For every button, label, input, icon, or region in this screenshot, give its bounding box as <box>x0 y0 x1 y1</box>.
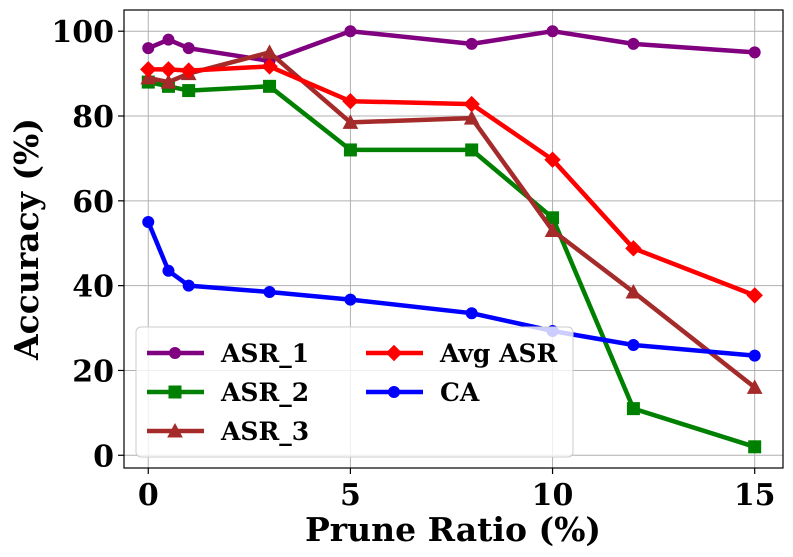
data-point-avg-asr <box>180 62 197 79</box>
legend-marker-asr-1 <box>169 347 181 359</box>
y-axis-label: Accuracy (%) <box>7 118 46 361</box>
x-tick-label: 10 <box>532 478 574 513</box>
ticks: 0 5 10 15 0 20 40 60 80 100 <box>51 15 775 513</box>
data-point-ca <box>142 216 155 229</box>
data-point-ca <box>162 264 175 277</box>
data-point-avg-asr <box>160 61 177 78</box>
data-point-avg-asr <box>625 240 642 257</box>
data-point-ca <box>465 307 478 320</box>
x-axis-label: Prune Ratio (%) <box>305 510 601 549</box>
data-point-asr-1 <box>142 42 155 55</box>
data-point-ca <box>627 339 640 352</box>
data-point-asr-1 <box>748 46 761 59</box>
legend-marker-avg-asr <box>385 344 403 362</box>
data-point-ca <box>344 293 357 306</box>
data-point-asr-2 <box>465 143 479 157</box>
axes-frame <box>123 9 784 469</box>
data-point-asr-3 <box>463 110 480 125</box>
data-point-asr-1 <box>465 37 478 50</box>
data-point-asr-3 <box>160 74 177 89</box>
x-tick-label: 0 <box>138 478 159 513</box>
legend-label-asr-3: ASR_3 <box>220 417 309 446</box>
y-tick-label: 60 <box>72 185 114 220</box>
legend-frame <box>135 326 574 458</box>
data-point-avg-asr <box>140 61 157 78</box>
data-point-asr-3 <box>342 114 359 129</box>
legend-entry-asr-3: ASR_3 <box>147 417 309 446</box>
data-point-ca <box>263 286 276 299</box>
data-point-asr-1 <box>182 42 195 55</box>
data-point-asr-1 <box>627 37 640 50</box>
data-point-asr-1 <box>162 33 175 46</box>
data-point-asr-3 <box>746 379 763 394</box>
data-point-ca <box>748 349 761 362</box>
data-point-asr-3 <box>625 283 642 299</box>
x-tick-label: 5 <box>340 478 361 513</box>
data-point-asr-2 <box>182 84 196 98</box>
legend: ASR_1 ASR_2 ASR_3 Avg ASR CA <box>135 326 574 458</box>
y-tick-label: 0 <box>93 439 114 474</box>
data-point-asr-2 <box>748 440 762 454</box>
series-avg-asr <box>140 58 763 304</box>
legend-entry-asr-1: ASR_1 <box>147 339 309 368</box>
legend-label-ca: CA <box>440 378 480 407</box>
data-point-avg-asr <box>342 92 359 110</box>
data-point-asr-1 <box>546 25 559 38</box>
x-tick-label: 15 <box>734 478 776 513</box>
series-ca <box>142 216 761 362</box>
data-point-asr-2 <box>343 143 357 157</box>
data-point-asr-3 <box>544 222 561 238</box>
legend-marker-asr-3 <box>167 422 183 438</box>
legend-marker-ca <box>388 386 400 398</box>
data-point-avg-asr <box>261 58 278 75</box>
y-tick-label: 20 <box>72 354 114 389</box>
data-point-avg-asr <box>544 151 561 168</box>
legend-label-asr-2: ASR_2 <box>220 378 309 407</box>
legend-entry-avg-asr: Avg ASR <box>366 339 558 368</box>
legend-entry-ca: CA <box>366 378 480 407</box>
series-layer <box>140 25 763 454</box>
data-point-avg-asr <box>746 287 763 304</box>
legend-marker-asr-2 <box>168 385 182 399</box>
data-point-asr-2 <box>626 402 640 416</box>
legend-label-asr-1: ASR_1 <box>220 339 309 368</box>
y-tick-label: 40 <box>72 270 114 305</box>
data-point-ca <box>182 279 195 292</box>
data-point-avg-asr <box>463 95 480 113</box>
y-tick-label: 100 <box>51 15 114 50</box>
legend-entry-asr-2: ASR_2 <box>147 378 309 407</box>
data-point-asr-2 <box>263 79 277 93</box>
y-tick-label: 80 <box>72 100 114 135</box>
legend-label-avg-asr: Avg ASR <box>439 339 558 368</box>
data-point-asr-1 <box>344 25 357 38</box>
